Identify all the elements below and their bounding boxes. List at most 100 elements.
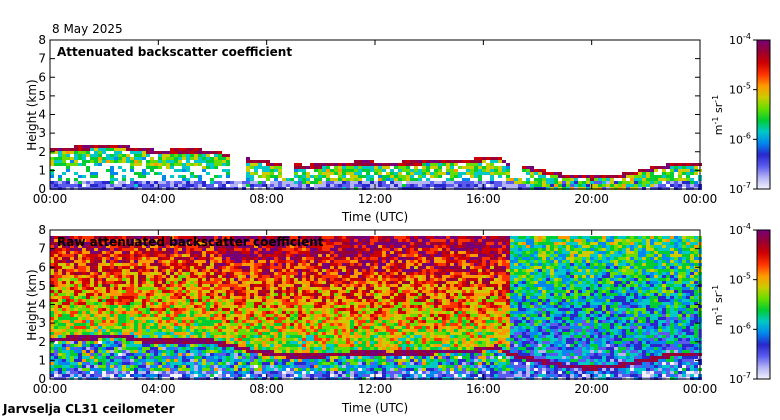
heatmap-cell	[190, 272, 194, 275]
heatmap-cell	[90, 172, 94, 175]
heatmap-cell	[130, 323, 134, 326]
heatmap-cell	[198, 353, 202, 356]
heatmap-cell	[366, 178, 370, 181]
heatmap-cell	[302, 299, 306, 302]
heatmap-cell	[202, 368, 206, 371]
heatmap-cell	[210, 335, 214, 338]
heatmap-cell	[182, 302, 186, 305]
heatmap-cell	[118, 338, 122, 341]
heatmap-cell	[306, 299, 310, 302]
heatmap-cell	[206, 154, 210, 157]
heatmap-cell	[62, 284, 66, 287]
heatmap-cell	[134, 284, 138, 287]
heatmap-cell	[306, 275, 310, 278]
heatmap-cell	[98, 184, 102, 187]
heatmap-cell	[66, 290, 70, 293]
heatmap-cell	[62, 257, 66, 260]
heatmap-cell	[194, 269, 198, 272]
heatmap-cell	[74, 368, 78, 371]
heatmap-cell	[470, 166, 474, 169]
heatmap-cell	[194, 353, 198, 356]
heatmap-cell	[138, 163, 142, 166]
heatmap-cell	[126, 160, 130, 163]
heatmap-cell	[190, 296, 194, 299]
heatmap-cell	[186, 344, 190, 347]
heatmap-cell	[322, 329, 326, 332]
heatmap-cell	[530, 169, 534, 172]
heatmap-cell	[82, 236, 86, 239]
heatmap-cell	[66, 163, 70, 166]
heatmap-cell	[138, 311, 142, 314]
heatmap-cell	[106, 266, 110, 269]
heatmap-cell	[94, 145, 98, 148]
heatmap-cell	[470, 184, 474, 187]
heatmap-cell	[134, 278, 138, 281]
heatmap-cell	[334, 326, 338, 329]
heatmap-cell	[286, 308, 290, 311]
heatmap-cell	[406, 163, 410, 166]
heatmap-cell	[82, 242, 86, 245]
heatmap-cell	[310, 181, 314, 184]
heatmap-cell	[74, 338, 78, 341]
heatmap-cell	[242, 296, 246, 299]
heatmap-cell	[146, 320, 150, 323]
heatmap-cell	[262, 290, 266, 293]
heatmap-cell	[58, 275, 62, 278]
heatmap-cell	[50, 163, 54, 166]
heatmap-cell	[110, 178, 114, 181]
heatmap-cell	[286, 236, 290, 239]
heatmap-cell	[74, 332, 78, 335]
heatmap-cell	[158, 151, 162, 154]
heatmap-cell	[334, 359, 338, 362]
heatmap-cell	[82, 332, 86, 335]
heatmap-cell	[162, 154, 166, 157]
heatmap-cell	[70, 248, 74, 251]
heatmap-cell	[66, 272, 70, 275]
heatmap-cell	[270, 296, 274, 299]
heatmap-cell	[306, 305, 310, 308]
heatmap-cell	[114, 335, 118, 338]
heatmap-cell	[254, 245, 258, 248]
heatmap-cell	[162, 317, 166, 320]
heatmap-cell	[274, 263, 278, 266]
heatmap-cell	[210, 281, 214, 284]
heatmap-cell	[234, 251, 238, 254]
heatmap-cell	[550, 181, 554, 184]
heatmap-cell	[278, 284, 282, 287]
heatmap-cell	[194, 151, 198, 154]
heatmap-cell	[650, 178, 654, 181]
heatmap-cell	[98, 359, 102, 362]
heatmap-cell	[306, 329, 310, 332]
heatmap-cell	[210, 260, 214, 263]
heatmap-cell	[198, 329, 202, 332]
heatmap-cell	[230, 251, 234, 254]
heatmap-cell	[198, 320, 202, 323]
heatmap-cell	[118, 248, 122, 251]
heatmap-cell	[114, 160, 118, 163]
heatmap-cell	[266, 365, 270, 368]
heatmap-cell	[526, 172, 530, 175]
heatmap-cell	[438, 181, 442, 184]
heatmap-cell	[334, 368, 338, 371]
heatmap-cell	[82, 344, 86, 347]
heatmap-cell	[318, 368, 322, 371]
heatmap-cell	[338, 163, 342, 166]
heatmap-cell	[98, 347, 102, 350]
heatmap-cell	[214, 341, 218, 344]
heatmap-cell	[74, 299, 78, 302]
heatmap-cell	[246, 160, 250, 163]
heatmap-cell	[270, 365, 274, 368]
heatmap-cell	[130, 362, 134, 365]
heatmap-cell	[130, 181, 134, 184]
heatmap-cell	[218, 317, 222, 320]
heatmap-cell	[254, 281, 258, 284]
heatmap-cell	[318, 338, 322, 341]
heatmap-cell	[50, 157, 54, 160]
heatmap-cell	[130, 317, 134, 320]
heatmap-cell	[262, 302, 266, 305]
heatmap-cell	[242, 236, 246, 239]
heatmap-cell	[186, 236, 190, 239]
heatmap-cell	[326, 169, 330, 172]
heatmap-cell	[98, 281, 102, 284]
heatmap-cell	[298, 254, 302, 257]
